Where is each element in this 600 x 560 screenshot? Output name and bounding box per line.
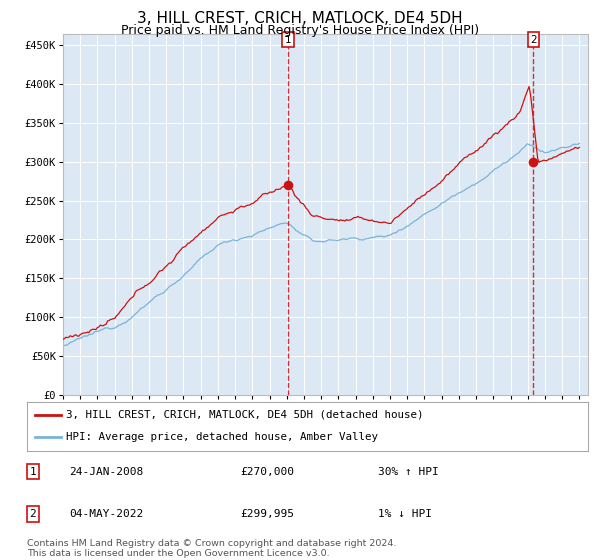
Text: 2: 2 [29, 509, 37, 519]
Text: Contains HM Land Registry data © Crown copyright and database right 2024.
This d: Contains HM Land Registry data © Crown c… [27, 539, 397, 558]
Point [529, 157, 538, 166]
Text: 1: 1 [29, 466, 37, 477]
Text: 04-MAY-2022: 04-MAY-2022 [69, 509, 143, 519]
Text: 2: 2 [530, 35, 537, 45]
Text: £270,000: £270,000 [240, 466, 294, 477]
Point [283, 180, 293, 189]
Text: 1: 1 [284, 35, 291, 45]
Text: 24-JAN-2008: 24-JAN-2008 [69, 466, 143, 477]
Text: HPI: Average price, detached house, Amber Valley: HPI: Average price, detached house, Ambe… [66, 432, 378, 442]
Text: 3, HILL CREST, CRICH, MATLOCK, DE4 5DH: 3, HILL CREST, CRICH, MATLOCK, DE4 5DH [137, 11, 463, 26]
Text: 1% ↓ HPI: 1% ↓ HPI [378, 509, 432, 519]
Text: Price paid vs. HM Land Registry's House Price Index (HPI): Price paid vs. HM Land Registry's House … [121, 24, 479, 36]
Text: 3, HILL CREST, CRICH, MATLOCK, DE4 5DH (detached house): 3, HILL CREST, CRICH, MATLOCK, DE4 5DH (… [66, 410, 424, 420]
Text: £299,995: £299,995 [240, 509, 294, 519]
Text: 30% ↑ HPI: 30% ↑ HPI [378, 466, 439, 477]
